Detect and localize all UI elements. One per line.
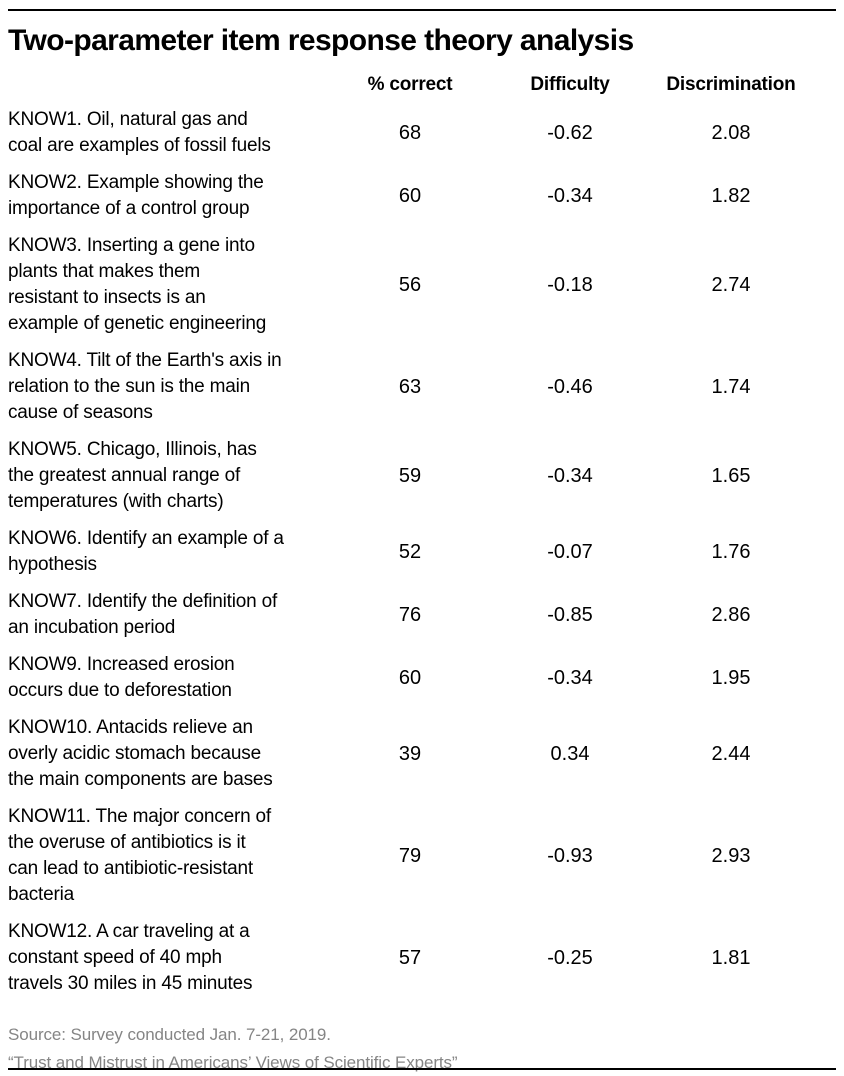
discrimination-value: 2.86 bbox=[711, 603, 751, 626]
question-label: KNOW12. A car traveling at a constant sp… bbox=[8, 921, 253, 994]
irt-analysis-table: % correct Difficulty Discrimination KNOW… bbox=[8, 74, 808, 1003]
question-label: KNOW2. Example showing the importance of… bbox=[8, 172, 264, 219]
pct-correct-value: 76 bbox=[398, 603, 422, 626]
difficulty-value: -0.34 bbox=[547, 184, 593, 207]
question-label: KNOW10. Antacids relieve an overly acidi… bbox=[8, 717, 273, 790]
pct-correct-value: 60 bbox=[398, 184, 422, 207]
pct-correct-value: 52 bbox=[398, 540, 422, 563]
difficulty-value: -0.07 bbox=[547, 540, 593, 563]
table-row: KNOW11. The major concern of the overuse… bbox=[8, 799, 808, 914]
question-label: KNOW5. Chicago, Illinois, has the greate… bbox=[8, 439, 257, 512]
discrimination-value: 1.74 bbox=[711, 375, 751, 398]
difficulty-value: -0.85 bbox=[547, 603, 593, 626]
bottom-rule bbox=[8, 1068, 836, 1070]
table-row: KNOW7. Identify the definition of an inc… bbox=[8, 584, 808, 647]
column-header-item bbox=[8, 74, 334, 102]
table-row: KNOW12. A car traveling at a constant sp… bbox=[8, 914, 808, 1003]
question-label: KNOW6. Identify an example of a hypothes… bbox=[8, 528, 284, 575]
discrimination-value: 1.82 bbox=[711, 184, 751, 207]
pct-correct-value: 57 bbox=[398, 946, 422, 969]
difficulty-value: -0.18 bbox=[547, 273, 593, 296]
discrimination-value: 1.65 bbox=[711, 464, 751, 487]
pct-correct-value: 60 bbox=[398, 666, 422, 689]
column-header-discrimination: Discrimination bbox=[666, 74, 796, 95]
pct-correct-value: 63 bbox=[398, 375, 422, 398]
question-label: KNOW1. Oil, natural gas and coal are exa… bbox=[8, 109, 271, 156]
table-row: KNOW3. Inserting a gene into plants that… bbox=[8, 228, 808, 343]
discrimination-value: 1.95 bbox=[711, 666, 751, 689]
table-row: KNOW10. Antacids relieve an overly acidi… bbox=[8, 710, 808, 799]
table-body: KNOW1. Oil, natural gas and coal are exa… bbox=[8, 102, 808, 1003]
difficulty-value: -0.34 bbox=[547, 666, 593, 689]
discrimination-value: 1.76 bbox=[711, 540, 751, 563]
question-label: KNOW7. Identify the definition of an inc… bbox=[8, 591, 278, 638]
report-credit: “Trust and Mistrust in Americans’ Views … bbox=[8, 1053, 458, 1072]
table-row: KNOW9. Increased erosion occurs due to d… bbox=[8, 647, 808, 710]
table-row: KNOW4. Tilt of the Earth's axis in relat… bbox=[8, 343, 808, 432]
source-note: Source: Survey conducted Jan. 7-21, 2019… bbox=[8, 1025, 331, 1044]
discrimination-value: 2.44 bbox=[711, 742, 751, 765]
pct-correct-value: 59 bbox=[398, 464, 422, 487]
column-header-difficulty: Difficulty bbox=[530, 74, 610, 95]
header-row: % correct Difficulty Discrimination bbox=[8, 74, 808, 102]
difficulty-value: -0.62 bbox=[547, 121, 593, 144]
footer: Source: Survey conducted Jan. 7-21, 2019… bbox=[8, 1021, 820, 1076]
column-header-pct-correct: % correct bbox=[367, 74, 453, 95]
pct-correct-value: 56 bbox=[398, 273, 422, 296]
discrimination-value: 2.93 bbox=[711, 844, 751, 867]
table-header: % correct Difficulty Discrimination bbox=[8, 74, 808, 102]
question-label: KNOW9. Increased erosion occurs due to d… bbox=[8, 654, 235, 701]
table-row: KNOW5. Chicago, Illinois, has the greate… bbox=[8, 432, 808, 521]
question-label: KNOW4. Tilt of the Earth's axis in relat… bbox=[8, 350, 282, 423]
discrimination-value: 2.08 bbox=[711, 121, 751, 144]
table-row: KNOW6. Identify an example of a hypothes… bbox=[8, 521, 808, 584]
difficulty-value: 0.34 bbox=[550, 742, 590, 765]
question-label: KNOW3. Inserting a gene into plants that… bbox=[8, 235, 267, 334]
pct-correct-value: 39 bbox=[398, 742, 422, 765]
figure-content: Two-parameter item response theory analy… bbox=[8, 24, 820, 1076]
discrimination-value: 1.81 bbox=[711, 946, 751, 969]
pct-correct-value: 68 bbox=[398, 121, 422, 144]
top-rule bbox=[8, 9, 836, 11]
table-row: KNOW1. Oil, natural gas and coal are exa… bbox=[8, 102, 808, 165]
difficulty-value: -0.25 bbox=[547, 946, 593, 969]
discrimination-value: 2.74 bbox=[711, 273, 751, 296]
page-title: Two-parameter item response theory analy… bbox=[8, 24, 634, 57]
difficulty-value: -0.46 bbox=[547, 375, 593, 398]
pct-correct-value: 79 bbox=[398, 844, 422, 867]
difficulty-value: -0.93 bbox=[547, 844, 593, 867]
table-row: KNOW2. Example showing the importance of… bbox=[8, 165, 808, 228]
question-label: KNOW11. The major concern of the overuse… bbox=[8, 806, 271, 905]
difficulty-value: -0.34 bbox=[547, 464, 593, 487]
